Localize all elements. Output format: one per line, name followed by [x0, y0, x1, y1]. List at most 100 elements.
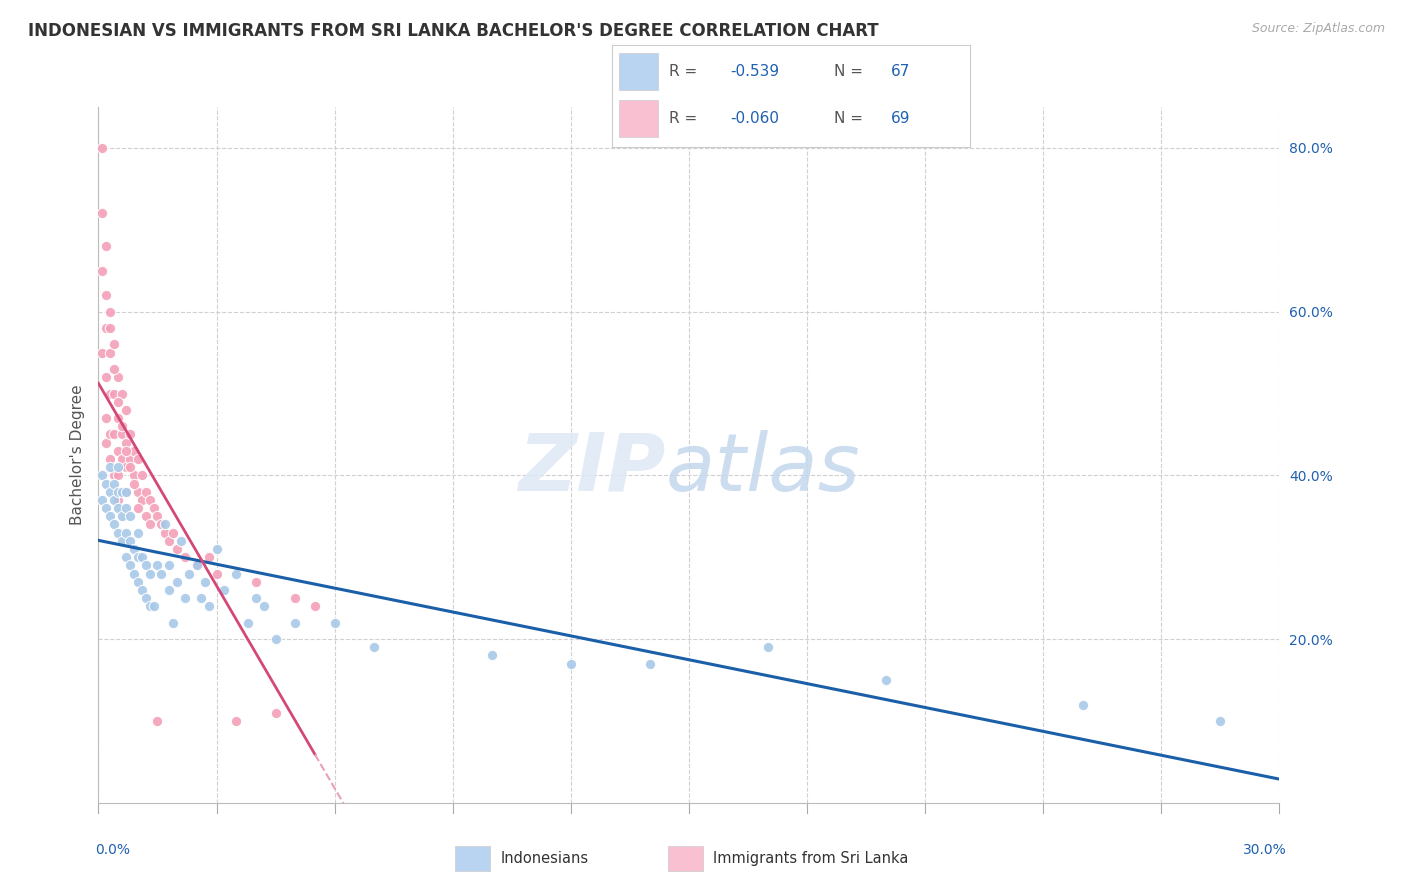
- Text: 69: 69: [891, 111, 911, 126]
- Point: [103, 337, 125, 351]
- Point: [138, 492, 160, 507]
- Point: [127, 484, 149, 499]
- Point: [157, 558, 180, 573]
- Point: [122, 443, 145, 458]
- Point: [118, 460, 141, 475]
- Point: [135, 484, 157, 499]
- Point: [284, 615, 307, 630]
- Point: [127, 574, 149, 589]
- Point: [115, 484, 138, 499]
- Point: [115, 443, 138, 458]
- Text: 0.0%: 0.0%: [96, 843, 131, 857]
- Text: Immigrants from Sri Lanka: Immigrants from Sri Lanka: [713, 851, 908, 865]
- Point: [1071, 698, 1094, 712]
- FancyBboxPatch shape: [619, 100, 658, 137]
- Point: [245, 574, 267, 589]
- Point: [174, 591, 197, 606]
- Point: [264, 706, 287, 720]
- Point: [115, 484, 138, 499]
- Point: [150, 517, 173, 532]
- Point: [197, 599, 219, 614]
- Text: -0.060: -0.060: [730, 111, 779, 126]
- FancyBboxPatch shape: [456, 846, 491, 871]
- Point: [236, 615, 259, 630]
- Point: [756, 640, 779, 655]
- Point: [304, 599, 326, 614]
- Point: [96, 239, 118, 253]
- Point: [103, 492, 125, 507]
- Point: [107, 460, 129, 475]
- Point: [323, 615, 346, 630]
- Point: [118, 452, 141, 467]
- Point: [91, 345, 114, 359]
- Point: [115, 403, 138, 417]
- Point: [166, 574, 188, 589]
- Point: [98, 460, 121, 475]
- Point: [146, 714, 169, 728]
- Point: [115, 525, 138, 540]
- Text: Source: ZipAtlas.com: Source: ZipAtlas.com: [1251, 22, 1385, 36]
- Point: [118, 558, 141, 573]
- Point: [363, 640, 385, 655]
- Point: [190, 591, 212, 606]
- Point: [96, 435, 118, 450]
- Point: [96, 476, 118, 491]
- Point: [1209, 714, 1232, 728]
- Point: [96, 321, 118, 335]
- Point: [103, 517, 125, 532]
- Text: atlas: atlas: [665, 430, 860, 508]
- Point: [177, 566, 200, 581]
- Point: [194, 574, 217, 589]
- Text: R =: R =: [669, 111, 697, 126]
- Point: [111, 419, 134, 434]
- Point: [98, 345, 121, 359]
- Point: [127, 452, 149, 467]
- Point: [135, 558, 157, 573]
- Point: [98, 321, 121, 335]
- Point: [146, 509, 169, 524]
- Point: [225, 566, 247, 581]
- Point: [170, 533, 193, 548]
- Point: [111, 386, 134, 401]
- Point: [91, 492, 114, 507]
- Point: [107, 370, 129, 384]
- Point: [91, 264, 114, 278]
- Text: INDONESIAN VS IMMIGRANTS FROM SRI LANKA BACHELOR'S DEGREE CORRELATION CHART: INDONESIAN VS IMMIGRANTS FROM SRI LANKA …: [28, 22, 879, 40]
- Point: [107, 484, 129, 499]
- Point: [111, 427, 134, 442]
- Point: [174, 550, 197, 565]
- FancyBboxPatch shape: [668, 846, 703, 871]
- Point: [115, 550, 138, 565]
- Point: [107, 443, 129, 458]
- Point: [96, 501, 118, 516]
- Point: [225, 714, 247, 728]
- Point: [118, 427, 141, 442]
- Point: [560, 657, 582, 671]
- Point: [96, 411, 118, 425]
- Point: [118, 533, 141, 548]
- Point: [111, 484, 134, 499]
- Point: [111, 484, 134, 499]
- Text: Indonesians: Indonesians: [501, 851, 589, 865]
- Point: [127, 525, 149, 540]
- Point: [122, 566, 145, 581]
- Point: [98, 427, 121, 442]
- Point: [245, 591, 267, 606]
- Text: ZIP: ZIP: [517, 430, 665, 508]
- Point: [122, 476, 145, 491]
- Point: [115, 435, 138, 450]
- FancyBboxPatch shape: [619, 53, 658, 90]
- Point: [186, 558, 208, 573]
- Point: [638, 657, 661, 671]
- Point: [98, 304, 121, 318]
- Point: [131, 492, 153, 507]
- Y-axis label: Bachelor's Degree: Bachelor's Degree: [69, 384, 84, 525]
- Point: [197, 550, 219, 565]
- Point: [127, 550, 149, 565]
- Point: [155, 525, 177, 540]
- Point: [122, 468, 145, 483]
- Point: [111, 452, 134, 467]
- Point: [118, 509, 141, 524]
- Point: [91, 206, 114, 220]
- Point: [103, 427, 125, 442]
